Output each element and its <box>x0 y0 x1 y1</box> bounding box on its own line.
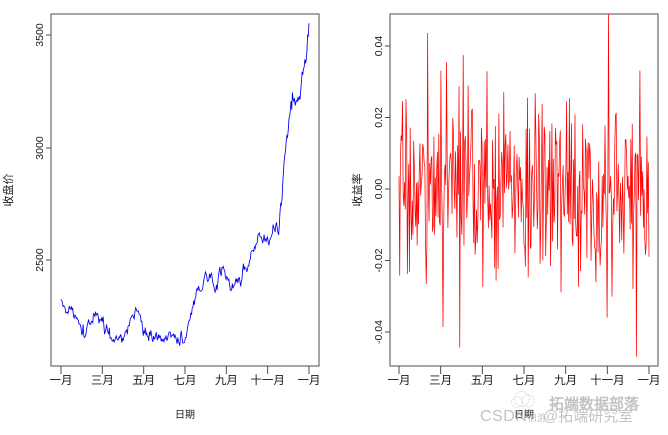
svg-text:0.02: 0.02 <box>373 107 385 128</box>
svg-text:0.04: 0.04 <box>373 36 385 57</box>
svg-text:收益率: 收益率 <box>350 174 364 207</box>
svg-text:2500: 2500 <box>34 248 46 272</box>
svg-text:一月: 一月 <box>638 375 661 387</box>
svg-text:3000: 3000 <box>34 136 46 160</box>
svg-text:一月: 一月 <box>50 375 73 387</box>
svg-text:七月: 七月 <box>513 374 536 387</box>
svg-text:五月: 五月 <box>132 375 155 387</box>
svg-text:一月: 一月 <box>388 375 411 387</box>
svg-text:一月: 一月 <box>298 375 321 387</box>
svg-text:-0.04: -0.04 <box>373 320 385 344</box>
svg-text:三月: 三月 <box>91 375 114 387</box>
svg-text:九月: 九月 <box>554 374 577 387</box>
svg-text:十一月: 十一月 <box>250 373 285 387</box>
svg-text:七月: 七月 <box>174 374 197 387</box>
svg-text:十一月: 十一月 <box>590 373 625 387</box>
svg-text:3500: 3500 <box>34 23 46 47</box>
svg-text:日期: 日期 <box>175 409 195 421</box>
svg-text:@拓端研究室: @拓端研究室 <box>543 408 633 425</box>
svg-text:0.00: 0.00 <box>373 179 385 200</box>
svg-text:CSDN: CSDN <box>480 408 527 425</box>
svg-text:九月: 九月 <box>215 374 238 387</box>
svg-text:三月: 三月 <box>429 375 452 387</box>
svg-text:-0.02: -0.02 <box>373 248 385 272</box>
svg-text:收盘价: 收盘价 <box>1 174 15 207</box>
svg-text:五月: 五月 <box>471 375 494 387</box>
